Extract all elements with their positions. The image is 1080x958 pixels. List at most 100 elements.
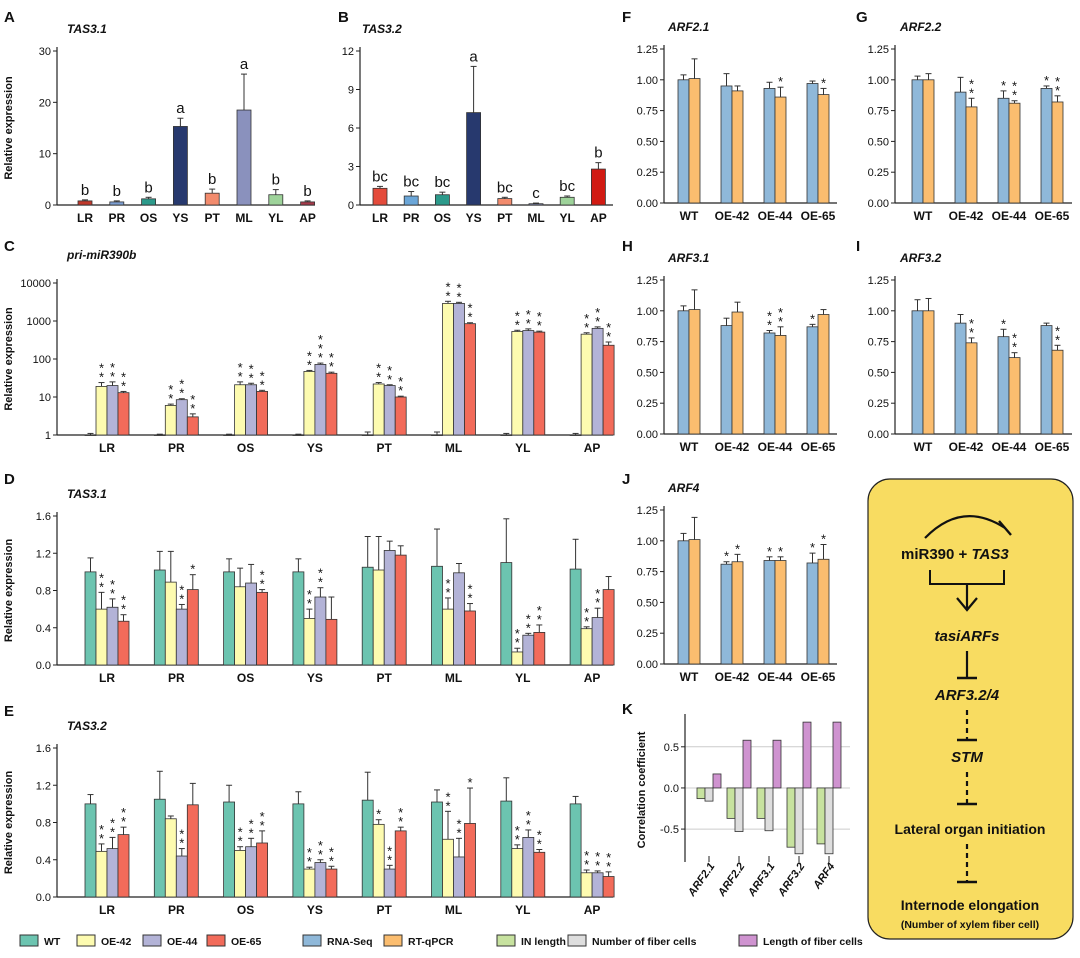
bar [453,303,465,436]
bar [500,800,513,898]
x-tick-label: ML [527,211,544,225]
legend-swatch-lfiber [738,934,758,947]
y-tick-label: 1.00 [637,306,658,318]
significance-star: * [376,370,381,385]
bar [164,405,177,436]
significance-letter: b [272,172,280,189]
significance-star: * [526,817,531,832]
y-tick-label: 0.0 [36,892,51,904]
pathway-sub: (Number of xylem fiber cell) [901,919,1039,931]
bar [997,336,1010,435]
x-tick-label: OE-44 [758,440,793,454]
bar [394,396,407,436]
y-tick-label: 0.25 [868,398,889,410]
x-tick-label: OS [434,211,451,225]
x-tick-label: OE-44 [992,440,1027,454]
bar [325,868,338,898]
significance-star: * [606,320,611,335]
significance-star: * [387,372,392,387]
bar [442,303,454,436]
significance-letter: b [594,145,602,162]
y-tick-label: 1.00 [868,75,889,87]
x-tick-label: AP [590,211,607,225]
y-tick-label: 1.2 [36,548,51,560]
significance-star: * [121,369,126,384]
y-tick-label: 0 [348,200,354,212]
y-tick-label: 1.25 [637,275,658,287]
bar [383,868,396,898]
bar [245,582,258,666]
y-tick-label: 1.6 [36,511,51,523]
significance-star: * [179,377,184,392]
bar [464,323,476,436]
x-tick-label: YS [307,903,323,917]
bar [245,846,258,898]
legend-label-rtqpcr: RT-qPCR [408,936,454,948]
bar [756,787,766,819]
significance-letter: bc [403,174,419,191]
bar [591,617,604,666]
significance-star: * [778,74,783,89]
pathway-stm: STM [951,749,983,766]
bar [106,848,119,898]
x-tick-label: LR [99,671,115,685]
bar [117,620,130,666]
y-tick-label: 0 [45,200,51,212]
y-tick-label: 0.25 [868,167,889,179]
bar [234,384,247,436]
x-tick-label: PR [168,903,185,917]
bar [774,335,787,435]
bar [720,563,733,665]
significance-star: * [584,848,589,863]
bar [954,91,967,204]
significance-star: * [515,308,520,323]
significance-star: * [249,370,254,385]
significance-star: * [99,370,104,385]
y-tick-label: 1.25 [868,275,889,287]
y-tick-label: 0.00 [637,659,658,671]
y-tick-label: 0.50 [637,136,658,148]
x-tick-label: OS [237,671,254,685]
x-tick-label: OE-65 [1035,440,1070,454]
bar [511,651,524,666]
bar [106,606,119,666]
significance-star: * [595,586,600,601]
legend-swatch-nfiber [567,934,587,947]
significance-star: * [110,586,115,601]
feedback-arc [924,515,1006,539]
significance-star: * [445,576,450,591]
bar [325,372,338,436]
bar [1008,357,1021,435]
significance-star: * [307,587,312,602]
bar [742,739,752,789]
x-tick-label: AP [584,441,601,455]
bar [580,628,593,666]
significance-star: * [515,823,520,838]
y-axis-label-D: Relative expression [3,539,15,643]
significance-star: * [467,301,472,316]
bar [533,331,546,436]
x-tick-label: LR [99,903,115,917]
x-tick-label: OE-42 [949,209,984,223]
y-tick-label: 0.75 [637,337,658,349]
significance-star: * [179,827,184,842]
bar [84,571,97,666]
significance-star: * [1055,74,1060,89]
significance-star: * [260,368,265,383]
bar [442,608,454,666]
significance-letter: a [240,56,249,73]
significance-star: * [387,852,392,867]
significance-star: * [99,361,104,376]
significance-star: * [595,595,600,610]
significance-star: * [515,626,520,641]
panel-title-I: ARF3.2 [899,251,942,265]
panel-letter-G: G [856,9,868,26]
bar [204,192,220,206]
y-tick-label: 0.00 [637,429,658,441]
significance-star: * [584,320,589,335]
bar [500,434,513,436]
y-tick-label: 0.50 [868,367,889,379]
bar [442,838,454,898]
x-tick-label: ARF3.2 [775,861,807,900]
significance-star: * [179,591,184,606]
